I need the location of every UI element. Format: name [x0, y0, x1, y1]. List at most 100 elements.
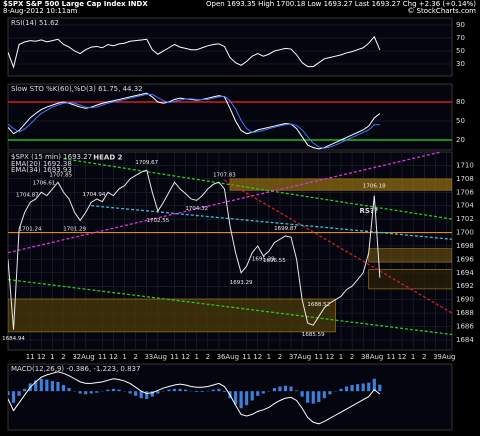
price-label: 1685.59 [302, 332, 325, 338]
histogram-bar [56, 381, 60, 392]
histogram-bar [372, 378, 376, 392]
x-tick-label: 11 [242, 353, 251, 361]
histogram-bar [50, 381, 54, 392]
price-zone [8, 298, 336, 333]
panel-plot [8, 371, 382, 425]
annotation: HEAD 2 [93, 153, 122, 161]
annotation: RS?? [359, 207, 378, 215]
x-tick-label: 3 [217, 353, 221, 361]
histogram-bar [61, 384, 66, 392]
trend-line [91, 205, 452, 240]
x-tick-label: 11 [386, 353, 395, 361]
price-label: 1693.29 [230, 280, 253, 286]
x-tick-label: 12 [37, 353, 46, 361]
y-tick-label: 1688 [456, 309, 474, 317]
histogram-bar [184, 389, 188, 392]
histogram-bar [111, 388, 116, 392]
price-zone [368, 248, 452, 263]
histogram-bar [256, 391, 260, 396]
histogram-bar [172, 388, 177, 392]
histogram-bar [339, 388, 343, 392]
x-tick-label: 1 [122, 353, 126, 361]
panel-plot [8, 92, 452, 150]
y-tick-label: 1692 [456, 282, 474, 290]
x-tick-label: 2 [61, 353, 65, 361]
histogram-bar [17, 391, 21, 396]
x-tick-label: 11 [98, 353, 107, 361]
histogram-bar [261, 391, 265, 394]
histogram-bar [378, 384, 382, 392]
x-tick-label: 7Aug [293, 353, 311, 361]
x-tick-label: 12 [253, 353, 262, 361]
y-tick-label: 30 [456, 60, 465, 68]
y-tick-label: 90 [456, 21, 465, 29]
x-tick-label: 3 [289, 353, 293, 361]
y-tick-label: 1704 [456, 202, 474, 210]
histogram-bar [139, 391, 143, 399]
histogram-bar [117, 389, 121, 392]
trend-line [8, 152, 442, 254]
x-tick-label: 3 [145, 353, 149, 361]
panel-title: Slow STO %K(60),%D(3) 61.75, 44.32 [11, 85, 143, 93]
y-tick-label: 1690 [456, 296, 474, 304]
histogram-bar [250, 391, 254, 401]
histogram-bar [322, 391, 326, 399]
price-label: 1706.18 [363, 184, 386, 190]
panel-note: EMA(34) 1693.93 [11, 166, 72, 174]
histogram-bar [367, 382, 371, 392]
histogram-bar [8, 391, 10, 396]
price-label: 1696.55 [263, 258, 286, 264]
x-tick-label: 2 [350, 353, 354, 361]
y-tick-label: 1700 [456, 229, 474, 237]
y-tick-label: 80 [456, 98, 465, 106]
price-label: 1704.87 [16, 192, 39, 198]
series-line [8, 92, 381, 150]
price-zone [229, 178, 452, 191]
price-label: 1704.32 [185, 206, 208, 212]
x-tick-label: 12 [109, 353, 118, 361]
y-tick-label: 50 [456, 47, 465, 55]
y-tick-label: 50 [456, 117, 465, 125]
credit: © StockCharts.com [407, 7, 476, 15]
panel-background [7, 17, 453, 77]
histogram-bar [150, 391, 154, 397]
histogram-bar [306, 391, 310, 403]
histogram-bar [295, 390, 299, 392]
histogram-bar [272, 388, 276, 392]
x-tick-label: 2 [206, 353, 210, 361]
y-tick-label: 1710 [456, 161, 474, 169]
price-label: 1701.24 [19, 227, 42, 233]
histogram-bar [195, 391, 199, 392]
x-tick-label: 11 [26, 353, 35, 361]
x-tick-label: 1 [50, 353, 54, 361]
price-label: 1688.52 [307, 302, 330, 308]
histogram-bar [200, 391, 204, 392]
price-label: 1707.83 [213, 172, 236, 178]
x-tick-label: 1 [411, 353, 415, 361]
y-tick-label: 1706 [456, 188, 474, 196]
histogram-bar [278, 386, 282, 392]
x-tick-label: 11 [314, 353, 323, 361]
panel-plot [8, 24, 452, 69]
histogram-bar [328, 391, 332, 395]
histogram-bar [217, 388, 221, 392]
price-label: 1684.94 [2, 336, 25, 342]
panel-plot [8, 152, 452, 350]
x-tick-label: 3 [72, 353, 76, 361]
price-label: 1707.85 [49, 172, 72, 178]
histogram-bar [311, 391, 315, 404]
histogram-bar [356, 384, 360, 392]
panel-title: RSI(14) 51.62 [11, 19, 59, 27]
histogram-bar [167, 389, 171, 392]
histogram-bar [245, 391, 249, 406]
histogram-bar [211, 389, 215, 392]
histogram-bar [34, 380, 38, 392]
histogram-bar [67, 388, 71, 392]
price-label: 1701.29 [63, 226, 86, 232]
y-tick-label: 1702 [456, 215, 474, 223]
y-tick-label: 1694 [456, 269, 474, 277]
histogram-bar [128, 391, 132, 394]
x-tick-label: 1 [267, 353, 271, 361]
histogram-bar [78, 391, 82, 394]
